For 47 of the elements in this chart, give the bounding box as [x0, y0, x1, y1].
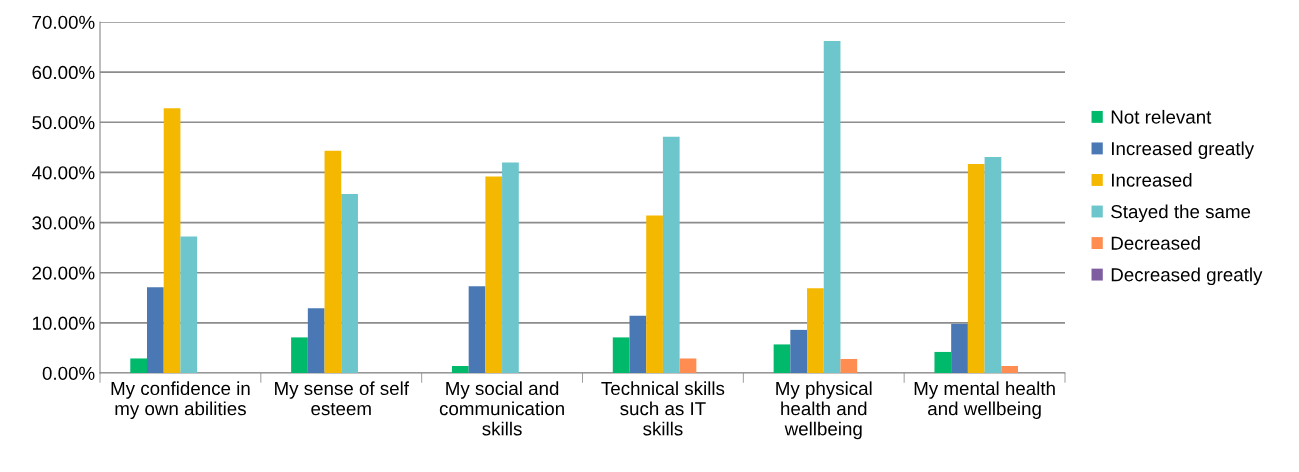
y-tick-label: 30.00%: [32, 216, 95, 230]
bar: [468, 286, 486, 373]
x-tick-label: My mental health and wellbeing: [914, 381, 1055, 420]
legend-label: Decreased: [1111, 236, 1200, 250]
y-tick-label: 10.00%: [32, 316, 95, 330]
bar: [807, 288, 824, 373]
bar: [612, 337, 630, 373]
y-tick-label: 40.00%: [31, 166, 95, 180]
bar: [341, 193, 358, 373]
bar: [823, 41, 841, 373]
y-tick-label: 0.00%: [42, 366, 95, 380]
legend-label: Decreased greatly: [1111, 267, 1263, 286]
bar: [790, 329, 808, 373]
bar: [662, 136, 680, 373]
bar: [147, 287, 164, 373]
y-tick-label: 60.00%: [32, 65, 95, 80]
legend-label: Not relevant: [1111, 109, 1212, 124]
y-tick-label: 70.00%: [32, 15, 95, 29]
y-tick-label: 50.00%: [32, 115, 95, 130]
bar: [130, 358, 147, 373]
bar: [502, 162, 519, 373]
bar: [951, 323, 968, 373]
bar: [967, 163, 985, 373]
x-tick-label: My confidence in my own abilities: [111, 381, 250, 420]
legend-label: Increased: [1112, 172, 1192, 187]
x-tick-label: My physical health and wellbeing: [776, 381, 872, 440]
legend-label: Increased greatly: [1112, 141, 1255, 159]
legend-label: Stayed the same: [1111, 204, 1251, 223]
bar: [629, 315, 647, 373]
bar: [984, 156, 1002, 373]
bar: [324, 150, 342, 373]
x-tick-label: My social and communication skills: [439, 381, 564, 436]
bar: [773, 344, 791, 373]
bar: [485, 176, 503, 373]
bar: [180, 236, 198, 373]
bar: [1001, 365, 1018, 373]
y-tick-label: 20.00%: [32, 266, 95, 280]
bar: [451, 365, 469, 373]
bar: [163, 108, 181, 373]
bar: [291, 337, 308, 373]
bar: [679, 358, 697, 373]
bar: [307, 308, 325, 373]
bar: [840, 358, 858, 373]
bar: [934, 351, 952, 373]
x-tick-label: My sense of self esteem: [275, 381, 410, 416]
x-tick-label: Technical skills such as IT skills: [601, 381, 725, 436]
bar: [646, 215, 663, 373]
